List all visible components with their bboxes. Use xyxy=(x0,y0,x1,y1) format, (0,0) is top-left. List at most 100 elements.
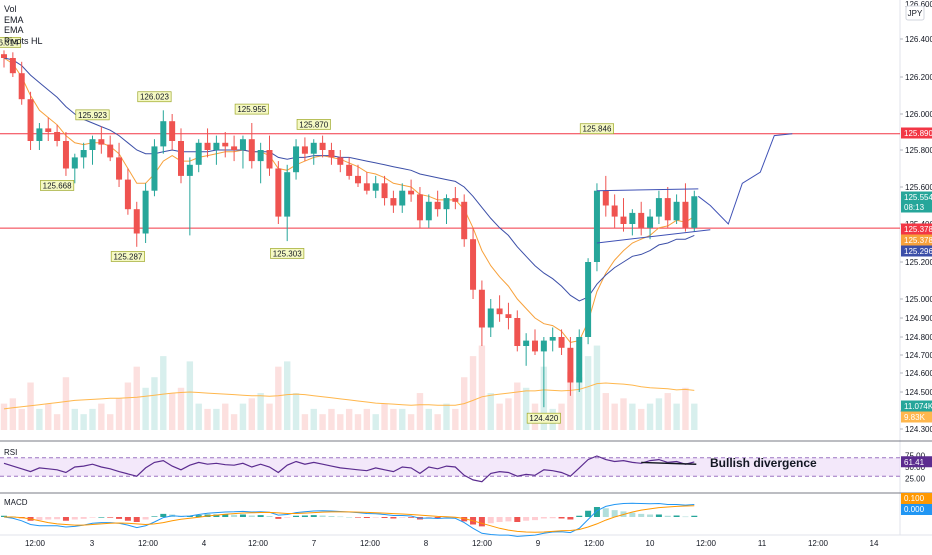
price-tick-label: 124.300 xyxy=(905,425,932,434)
pivot-label: 125.846 xyxy=(582,125,611,134)
volume-bar xyxy=(239,403,247,430)
volume-bar xyxy=(310,408,317,430)
price-tag-countdown xyxy=(901,201,932,213)
volume-bar xyxy=(328,408,335,430)
candle-body xyxy=(540,340,547,352)
macd-histogram-bar xyxy=(54,517,61,520)
macd-histogram-bar xyxy=(664,515,671,517)
macd-histogram-bar xyxy=(434,517,441,519)
price-tick-label: 124.700 xyxy=(905,351,932,360)
volume-bar xyxy=(514,382,521,430)
macd-histogram-bar xyxy=(71,517,78,520)
macd-histogram-bar xyxy=(593,507,600,517)
volume-bar xyxy=(168,393,176,430)
volume-bar xyxy=(292,393,300,430)
price-tick-label: 125.200 xyxy=(905,258,932,267)
legend-item-ema-fast[interactable]: EMA xyxy=(4,14,24,25)
time-tick-label: 9 xyxy=(536,539,541,548)
legend-item-pivots[interactable]: Pivots HL xyxy=(4,35,43,46)
candle-body xyxy=(425,201,432,221)
macd-histogram-bar xyxy=(346,517,353,518)
candle-body xyxy=(567,347,574,383)
projection-path[interactable] xyxy=(697,133,793,225)
macd-histogram-bar xyxy=(496,517,503,522)
legend-item-ema-slow[interactable]: EMA xyxy=(4,25,24,35)
candle-body xyxy=(505,314,512,318)
volume-bar xyxy=(390,408,397,430)
volume-bar xyxy=(434,414,441,430)
pivot-label-box xyxy=(0,36,22,48)
volume-bar xyxy=(186,361,194,430)
currency-box[interactable] xyxy=(905,5,925,21)
volume-bar xyxy=(363,408,371,430)
price-tag-volume xyxy=(901,400,932,412)
macd-histogram-bar xyxy=(160,513,167,517)
candle-body xyxy=(195,142,202,165)
macd-histogram-bar xyxy=(36,517,43,521)
candle-body xyxy=(204,142,211,150)
price-tag-last-price xyxy=(901,191,932,203)
macd-histogram-bar xyxy=(355,517,361,518)
macd-histogram-bar xyxy=(45,517,52,520)
macd-histogram-bar xyxy=(248,515,255,517)
candle-body xyxy=(222,142,229,147)
volume-bar xyxy=(452,408,459,430)
macd-histogram-bar xyxy=(540,517,547,519)
volume-bar xyxy=(142,387,149,430)
candle-body xyxy=(62,141,69,169)
candle-body xyxy=(399,190,406,206)
macd-histogram-bar xyxy=(611,510,618,517)
time-tick-label: 10 xyxy=(646,539,655,548)
volume-bar xyxy=(425,408,432,430)
candle-body xyxy=(549,337,556,341)
candle-body xyxy=(9,58,16,74)
pivot-label-box xyxy=(137,91,172,103)
macd-histogram-bar xyxy=(655,514,662,517)
candle-body xyxy=(461,201,468,240)
price-tick-label: 124.600 xyxy=(905,369,932,378)
volume-bar xyxy=(275,366,282,430)
price-tag-level xyxy=(901,223,932,235)
rsi-tick-label: 75.00 xyxy=(905,452,926,461)
macd-histogram-bar xyxy=(691,515,698,517)
price-tick-label: 124.900 xyxy=(905,314,932,323)
macd-histogram-bar xyxy=(567,517,574,520)
candle-body xyxy=(372,183,379,191)
price-tag-label: 125.296 xyxy=(904,247,932,256)
volume-bar xyxy=(638,408,645,430)
volume-bar xyxy=(62,377,70,430)
volume-bar xyxy=(266,403,273,430)
candle-body xyxy=(611,205,618,217)
price-tag-ema-fast xyxy=(901,234,932,246)
macd-histogram-bar xyxy=(80,517,87,519)
currency-label: JPY xyxy=(908,9,923,18)
time-tick-label: 8 xyxy=(424,539,429,548)
price-tag-volume-ma xyxy=(901,411,932,423)
macd-histogram-bar xyxy=(532,517,538,521)
macd-histogram-bar xyxy=(514,517,521,522)
pivot-label: 126.314 xyxy=(0,38,19,47)
volume-bar xyxy=(505,398,512,430)
divergence-line[interactable] xyxy=(641,461,697,465)
price-tick-label: 126.400 xyxy=(905,35,932,44)
candle-body xyxy=(638,212,645,228)
pivot-label-box xyxy=(40,180,75,191)
candle-body xyxy=(328,150,335,158)
pivot-label: 125.870 xyxy=(299,120,328,129)
volume-bar xyxy=(133,366,140,430)
volume-bar xyxy=(655,398,663,430)
channel-lower-line[interactable] xyxy=(596,229,711,244)
channel-upper-line[interactable] xyxy=(596,188,699,192)
macd-histogram-bar xyxy=(257,515,264,517)
volume-bar xyxy=(567,371,574,430)
pivot-label-box xyxy=(526,412,561,424)
volume-bar xyxy=(646,403,654,430)
price-tag-label: 11.074K xyxy=(904,402,932,411)
legend-item-volume[interactable]: Vol xyxy=(4,4,17,14)
macd-histogram-bar xyxy=(381,517,388,518)
candle-body xyxy=(116,157,123,180)
macd-histogram-bar xyxy=(239,514,246,517)
macd-histogram-bar xyxy=(443,517,450,518)
candle-body xyxy=(478,289,485,328)
